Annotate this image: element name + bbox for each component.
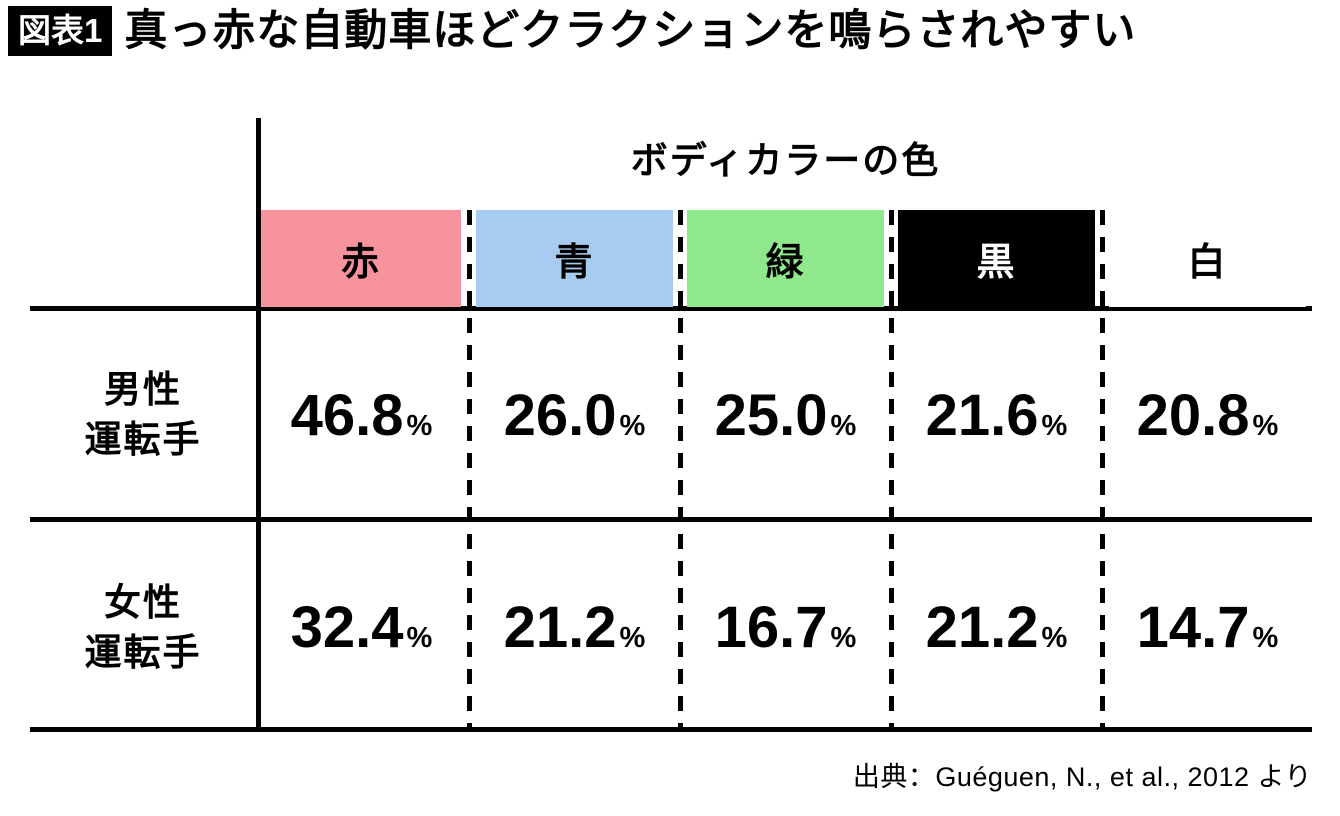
column-header-white: 白: [1109, 210, 1306, 307]
percent-sign: %: [1252, 622, 1279, 654]
cell-value: 21.2: [925, 595, 1039, 660]
table-cell-female-black: 21.2 %: [898, 594, 1095, 674]
row-label-line: 女性: [104, 582, 182, 623]
table-header-rule: [30, 306, 1312, 311]
cell-value: 14.7: [1136, 595, 1250, 660]
row-label-male-driver: 男性 運転手: [30, 365, 256, 465]
table-bottom-rule: [30, 727, 1312, 732]
cell-value: 46.8: [290, 383, 404, 448]
table-cell-male-white: 20.8 %: [1109, 382, 1306, 462]
percent-sign: %: [1041, 410, 1068, 442]
percent-sign: %: [406, 622, 433, 654]
column-label: 黒: [976, 242, 1017, 284]
column-group-header: ボディカラーの色: [630, 140, 941, 181]
row-label-line: 男性: [104, 369, 182, 410]
cell-value: 20.8: [1136, 383, 1250, 448]
row-label-line: 運転手: [84, 418, 202, 460]
percent-sign: %: [830, 622, 857, 654]
row-label-female-driver: 女性 運転手: [30, 578, 256, 678]
cell-value: 21.6: [925, 383, 1039, 448]
percent-sign: %: [619, 622, 646, 654]
table-cell-male-black: 21.6 %: [898, 382, 1095, 462]
column-header-blue: 青: [476, 210, 673, 307]
table-vertical-divider: [256, 118, 261, 730]
percent-sign: %: [406, 410, 433, 442]
column-header-green: 緑: [687, 210, 884, 307]
figure-title: 真っ赤な自動車ほどクラクションを鳴らされやすい: [124, 6, 1137, 55]
column-dashed-divider: [678, 210, 683, 730]
percent-sign: %: [1041, 622, 1068, 654]
figure-number-badge: 図表1: [8, 6, 113, 56]
table-row-rule: [30, 517, 1312, 522]
cell-value: 21.2: [503, 595, 617, 660]
source-citation: 出典：Guéguen, N., et al., 2012 より: [852, 762, 1312, 792]
table-cell-male-blue: 26.0 %: [476, 382, 673, 462]
column-header-black: 黒: [898, 210, 1095, 307]
table-cell-female-blue: 21.2 %: [476, 594, 673, 674]
table-cell-male-red: 46.8 %: [261, 382, 462, 462]
percent-sign: %: [1252, 410, 1279, 442]
column-dashed-divider: [889, 210, 894, 730]
column-label: 白: [1187, 242, 1228, 284]
cell-value: 25.0: [714, 383, 828, 448]
column-label: 緑: [765, 242, 806, 284]
page-title: 図表1 真っ赤な自動車ほどクラクションを鳴らされやすい: [8, 6, 1136, 56]
column-dashed-divider: [467, 210, 472, 730]
table-cell-female-white: 14.7 %: [1109, 594, 1306, 674]
percent-sign: %: [619, 410, 646, 442]
row-label-line: 運転手: [84, 631, 202, 673]
percent-sign: %: [830, 410, 857, 442]
table-cell-female-red: 32.4 %: [261, 594, 462, 674]
cell-value: 16.7: [714, 595, 828, 660]
cell-value: 26.0: [503, 383, 617, 448]
cell-value: 32.4: [290, 595, 404, 660]
table-cell-female-green: 16.7 %: [687, 594, 884, 674]
column-label: 青: [554, 242, 595, 284]
table-cell-male-green: 25.0 %: [687, 382, 884, 462]
column-dashed-divider: [1100, 210, 1105, 730]
column-header-red: 赤: [261, 210, 461, 307]
column-label: 赤: [340, 242, 381, 284]
